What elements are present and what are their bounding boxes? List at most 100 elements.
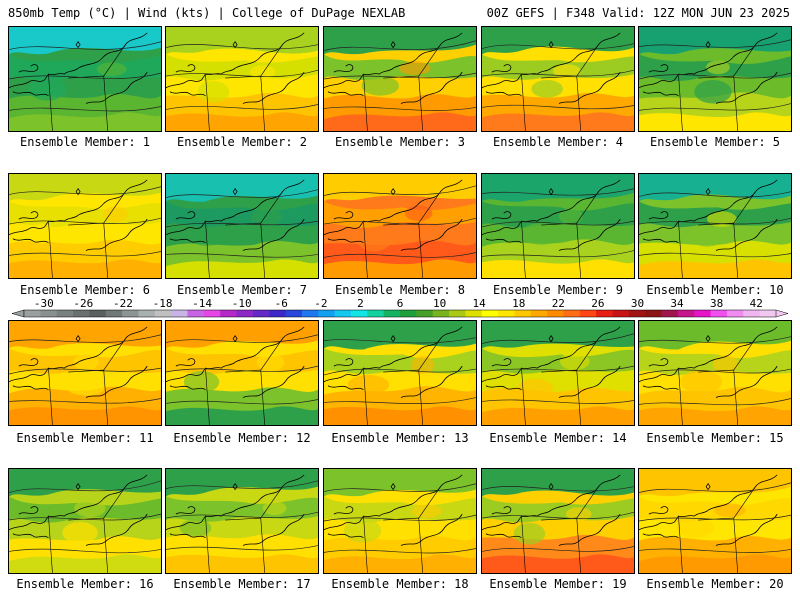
colorbar-swatch	[563, 310, 581, 317]
colorbar-min-arrow	[11, 309, 25, 318]
colorbar-swatch	[383, 310, 401, 317]
ensemble-member-label: Ensemble Member: 11	[16, 431, 154, 445]
ensemble-member-map	[8, 26, 162, 132]
colorbar-swatch	[514, 310, 532, 317]
colorbar-swatch	[367, 310, 385, 317]
colorbar-swatch	[301, 310, 319, 317]
ensemble-member-label: Ensemble Member: 12	[173, 431, 311, 445]
colorbar-swatch	[530, 310, 548, 317]
colorbar-tick-label: 22	[552, 297, 565, 310]
colorbar-swatch	[661, 310, 679, 317]
colorbar-swatch	[694, 310, 712, 317]
colorbar-swatch	[24, 310, 41, 317]
ensemble-member-map	[323, 320, 477, 426]
colorbar-swatch	[596, 310, 614, 317]
ensemble-member-label: Ensemble Member: 3	[334, 135, 466, 149]
ensemble-member-map	[481, 173, 635, 279]
colorbar-swatch	[432, 310, 450, 317]
colorbar-swatch	[334, 310, 352, 317]
colorbar-swatch	[645, 310, 663, 317]
colorbar-swatch	[154, 310, 172, 317]
ensemble-member-label: Ensemble Member: 1	[19, 135, 151, 149]
colorbar-swatch	[743, 310, 761, 317]
ensemble-member-map	[481, 320, 635, 426]
ensemble-member-map	[638, 320, 792, 426]
ensemble-member-label: Ensemble Member: 18	[331, 577, 469, 591]
colorbar-swatch	[400, 310, 417, 317]
colorbar-swatch	[726, 310, 744, 317]
colorbar-outline	[23, 309, 777, 318]
ensemble-member-map	[323, 173, 477, 279]
ensemble-member-label: Ensemble Member: 8	[334, 283, 466, 297]
ensemble-member-map	[8, 173, 162, 279]
ensemble-member-label: Ensemble Member: 7	[176, 283, 308, 297]
colorbar-tick-label: 14	[473, 297, 487, 310]
ensemble-member-map	[323, 26, 477, 132]
colorbar-swatch	[612, 310, 630, 317]
colorbar-swatch	[252, 310, 270, 317]
colorbar-swatch	[236, 310, 254, 317]
colorbar-swatch	[105, 310, 123, 317]
colorbar-tick-label: -22	[113, 297, 133, 310]
colorbar-swatch	[759, 310, 777, 317]
colorbar-tick-label: -14	[192, 297, 212, 310]
ensemble-member-label: Ensemble Member: 14	[489, 431, 627, 445]
ensemble-member-map	[323, 468, 477, 574]
colorbar-swatch	[269, 310, 287, 317]
ensemble-member-label: Ensemble Member: 19	[489, 577, 627, 591]
colorbar-swatch	[449, 310, 466, 317]
ensemble-member-map	[638, 173, 792, 279]
colorbar-swatch	[138, 310, 156, 317]
colorbar-swatch	[547, 310, 564, 317]
colorbar-swatch	[285, 310, 303, 317]
colorbar-tick-label: 42	[750, 297, 763, 310]
colorbar-swatch	[628, 310, 646, 317]
colorbar-swatch	[171, 310, 188, 317]
colorbar-swatch	[416, 310, 434, 317]
colorbar-swatch	[498, 310, 515, 317]
ensemble-member-map	[165, 468, 319, 574]
colorbar-swatch	[350, 310, 368, 317]
ensemble-member-map	[481, 26, 635, 132]
ensemble-member-map	[165, 173, 319, 279]
colorbar-tick-label: -26	[73, 297, 93, 310]
colorbar-tick-label: 26	[591, 297, 604, 310]
colorbar-swatch	[677, 310, 695, 317]
ensemble-member-label: Ensemble Member: 17	[173, 577, 311, 591]
ensemble-member-label: Ensemble Member: 6	[19, 283, 151, 297]
colorbar-tick-label: -30	[34, 297, 54, 310]
run-valid-time: 00Z GEFS | F348 Valid: 12Z MON JUN 23 20…	[486, 6, 790, 20]
map-title: 850mb Temp (°C) | Wind (kts) | College o…	[8, 6, 406, 20]
ensemble-member-map	[165, 26, 319, 132]
ensemble-member-label: Ensemble Member: 5	[649, 135, 781, 149]
colorbar-swatch	[187, 310, 205, 317]
colorbar-tick-label: 2	[357, 297, 364, 310]
colorbar-swatch	[710, 310, 728, 317]
colorbar-tick-label: 30	[631, 297, 644, 310]
colorbar-swatch	[318, 310, 336, 317]
colorbar-tick-label: -6	[275, 297, 288, 310]
ensemble-member-map	[481, 468, 635, 574]
colorbar-tick-label: -18	[153, 297, 173, 310]
ensemble-member-label: Ensemble Member: 9	[492, 283, 624, 297]
colorbar-tick-label: 34	[670, 297, 684, 310]
colorbar-swatch	[89, 310, 107, 317]
colorbar-swatch	[73, 310, 90, 317]
colorbar-tick-label: -10	[232, 297, 252, 310]
ensemble-member-map	[8, 320, 162, 426]
ensemble-member-label: Ensemble Member: 20	[646, 577, 784, 591]
colorbar-max-arrow	[775, 309, 789, 318]
colorbar-swatch	[465, 310, 483, 317]
ensemble-member-label: Ensemble Member: 16	[16, 577, 154, 591]
colorbar-tick-label: 38	[710, 297, 723, 310]
temperature-colorbar: -30 -26 -22 -18 -14 -10 -6 -2 2 6 10 14 18 22 26 30 34 38…	[11, 297, 789, 318]
ensemble-member-map	[8, 468, 162, 574]
ensemble-member-label: Ensemble Member: 15	[646, 431, 784, 445]
ensemble-member-map	[638, 26, 792, 132]
colorbar-tick-label: -2	[314, 297, 327, 310]
ensemble-member-label: Ensemble Member: 4	[492, 135, 624, 149]
ensemble-member-map	[165, 320, 319, 426]
ensemble-member-label: Ensemble Member: 10	[646, 283, 784, 297]
colorbar-swatch	[40, 310, 58, 317]
colorbar-tick-label: 6	[397, 297, 404, 310]
